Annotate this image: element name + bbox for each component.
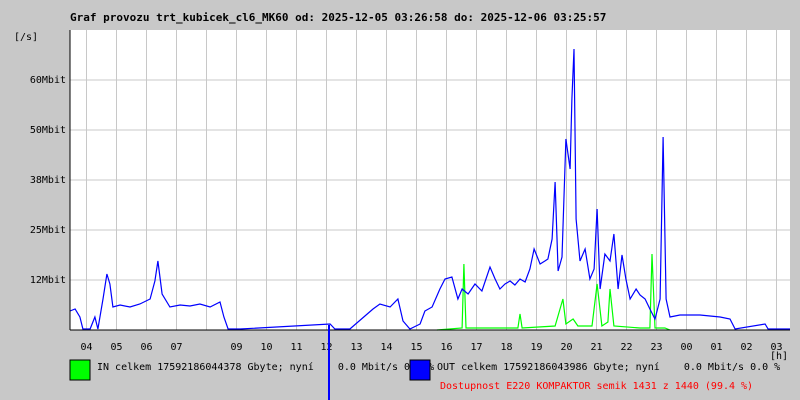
- y-tick-label: 38Mbit: [30, 175, 66, 186]
- x-tick-label: 07: [170, 342, 182, 353]
- x-tick-label: 02: [740, 342, 752, 353]
- x-tick-label: 09: [230, 342, 242, 353]
- x-tick-label: 21: [590, 342, 602, 353]
- x-tick-label: 18: [500, 342, 512, 353]
- series-line: [436, 253, 671, 331]
- legend-label: IN celkem 17592186044378 Gbyte; nyní 0.0…: [97, 361, 434, 373]
- y-tick-label: 60Mbit: [30, 75, 66, 86]
- x-tick-label: 11: [290, 342, 302, 353]
- y-axis-label: [/s]: [14, 32, 38, 43]
- x-tick-label: 00: [680, 342, 692, 353]
- x-tick-label: 16: [440, 342, 452, 353]
- series-line: [69, 48, 790, 330]
- y-tick-label: 12Mbit: [30, 275, 66, 286]
- x-tick-label: 01: [710, 342, 722, 353]
- chart-title: Graf provozu trt_kubicek_cl6_MK60 od: 20…: [70, 11, 606, 24]
- x-tick-label: 15: [410, 342, 422, 353]
- legend-swatch: [409, 359, 431, 381]
- x-tick-label: 14: [380, 342, 392, 353]
- x-axis-label: [h]: [770, 351, 788, 362]
- legend-swatch: [69, 359, 91, 381]
- x-tick-label: 05: [110, 342, 122, 353]
- x-tick-label: 23: [650, 342, 662, 353]
- y-tick-label: 25Mbit: [30, 225, 66, 236]
- x-tick-label: 22: [620, 342, 632, 353]
- availability: Dostupnost E220 KOMPAKTOR semik 1431 z 1…: [440, 381, 753, 392]
- x-tick-label: 19: [530, 342, 542, 353]
- legend-label: OUT celkem 17592186043986 Gbyte; nyní 0.…: [437, 361, 780, 373]
- y-tick-label: 50Mbit: [30, 125, 66, 136]
- x-tick-label: 04: [80, 342, 92, 353]
- x-tick-label: 13: [350, 342, 362, 353]
- x-tick-label: 03: [770, 342, 782, 353]
- x-tick-label: 20: [560, 342, 572, 353]
- x-tick-label: 12: [320, 342, 332, 353]
- x-tick-label: 17: [470, 342, 482, 353]
- x-tick-label: 10: [260, 342, 272, 353]
- x-tick-label: 06: [140, 342, 152, 353]
